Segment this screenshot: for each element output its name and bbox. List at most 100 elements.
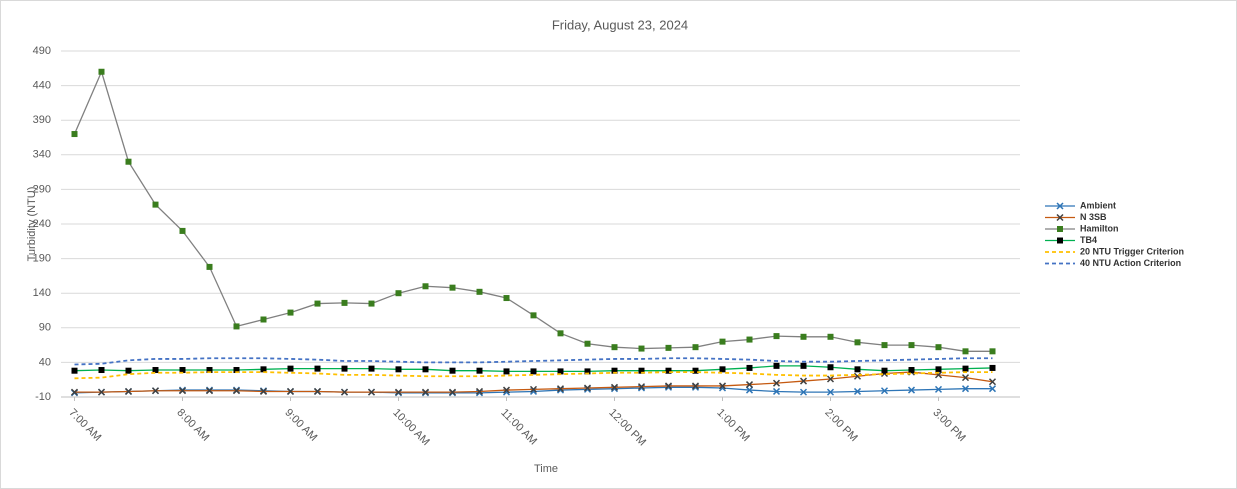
data-point (422, 283, 429, 290)
data-point (665, 344, 672, 351)
data-point (583, 384, 592, 392)
data-point (773, 333, 780, 340)
data-point (988, 385, 997, 393)
data-point (260, 366, 267, 373)
data-point (179, 367, 186, 374)
data-point (449, 284, 456, 291)
data-point (719, 366, 726, 373)
data-point (935, 344, 942, 351)
data-point (611, 344, 618, 351)
y-tick-label: 40 (39, 356, 51, 368)
data-point (827, 333, 834, 340)
data-point (97, 388, 106, 396)
data-point (233, 367, 240, 374)
data-point (962, 348, 969, 355)
data-point (800, 333, 807, 340)
data-point (341, 365, 348, 372)
data-point (502, 386, 511, 394)
data-point (530, 368, 537, 375)
data-point (746, 336, 753, 343)
data-point (691, 382, 700, 390)
data-point (638, 345, 645, 352)
data-point (529, 385, 538, 393)
data-point (908, 367, 915, 374)
data-point (476, 367, 483, 374)
data-point (610, 383, 619, 391)
data-point (854, 339, 861, 346)
data-point (341, 299, 348, 306)
data-point (394, 388, 403, 396)
legend-marker (1056, 213, 1064, 222)
data-point (233, 323, 240, 330)
legend-label: TB4 (1080, 235, 1097, 245)
data-point (395, 290, 402, 297)
data-point (746, 364, 753, 371)
data-point (745, 386, 754, 394)
data-point (232, 387, 241, 395)
legend-label: Ambient (1080, 200, 1116, 210)
data-point (368, 300, 375, 307)
data-point (988, 378, 997, 386)
data-point (152, 201, 159, 208)
data-point (449, 367, 456, 374)
data-point (854, 366, 861, 373)
data-point (692, 367, 699, 374)
data-point (178, 387, 187, 395)
data-point (151, 387, 160, 395)
y-tick-label: 490 (33, 45, 51, 57)
data-point (368, 365, 375, 372)
data-point (637, 383, 646, 391)
data-point (71, 367, 78, 374)
data-point (556, 385, 565, 393)
data-point (287, 309, 294, 316)
data-point (475, 387, 484, 395)
data-point (395, 366, 402, 373)
data-point (314, 365, 321, 372)
data-point (907, 386, 916, 394)
data-point (665, 367, 672, 374)
data-point (557, 368, 564, 375)
data-point (557, 330, 564, 337)
data-point (70, 388, 79, 396)
y-tick-label: -10 (35, 391, 51, 403)
chart-title: Friday, August 23, 2024 (552, 17, 688, 32)
data-point (989, 364, 996, 371)
data-point (259, 387, 268, 395)
data-point (772, 387, 781, 395)
data-point (206, 367, 213, 374)
data-point (584, 368, 591, 375)
series-line (74, 371, 993, 380)
data-point (179, 227, 186, 234)
data-point (745, 381, 754, 389)
y-tick-label: 240 (33, 218, 51, 230)
data-point (205, 387, 214, 395)
data-point (448, 388, 457, 396)
data-point (611, 367, 618, 374)
data-point (422, 366, 429, 373)
data-point (287, 365, 294, 372)
legend-label: N 3SB (1080, 212, 1107, 222)
data-point (718, 382, 727, 390)
data-point (206, 263, 213, 270)
data-point (124, 387, 133, 395)
legend-label: Hamilton (1080, 223, 1119, 233)
y-axis-label: Turbidity (NTU) (26, 187, 38, 262)
data-point (961, 374, 970, 382)
data-point (71, 131, 78, 138)
data-point (125, 158, 132, 165)
data-point (961, 385, 970, 393)
data-point (800, 362, 807, 369)
data-point (773, 362, 780, 369)
y-tick-label: 390 (33, 114, 51, 126)
y-tick-label: 90 (39, 322, 51, 334)
data-point (772, 379, 781, 387)
data-point (935, 366, 942, 373)
data-point (314, 300, 321, 307)
data-point (421, 388, 430, 396)
data-point (584, 340, 591, 347)
y-tick-label: 340 (33, 149, 51, 161)
data-point (476, 288, 483, 295)
legend-marker (1057, 237, 1063, 244)
data-point (827, 364, 834, 371)
